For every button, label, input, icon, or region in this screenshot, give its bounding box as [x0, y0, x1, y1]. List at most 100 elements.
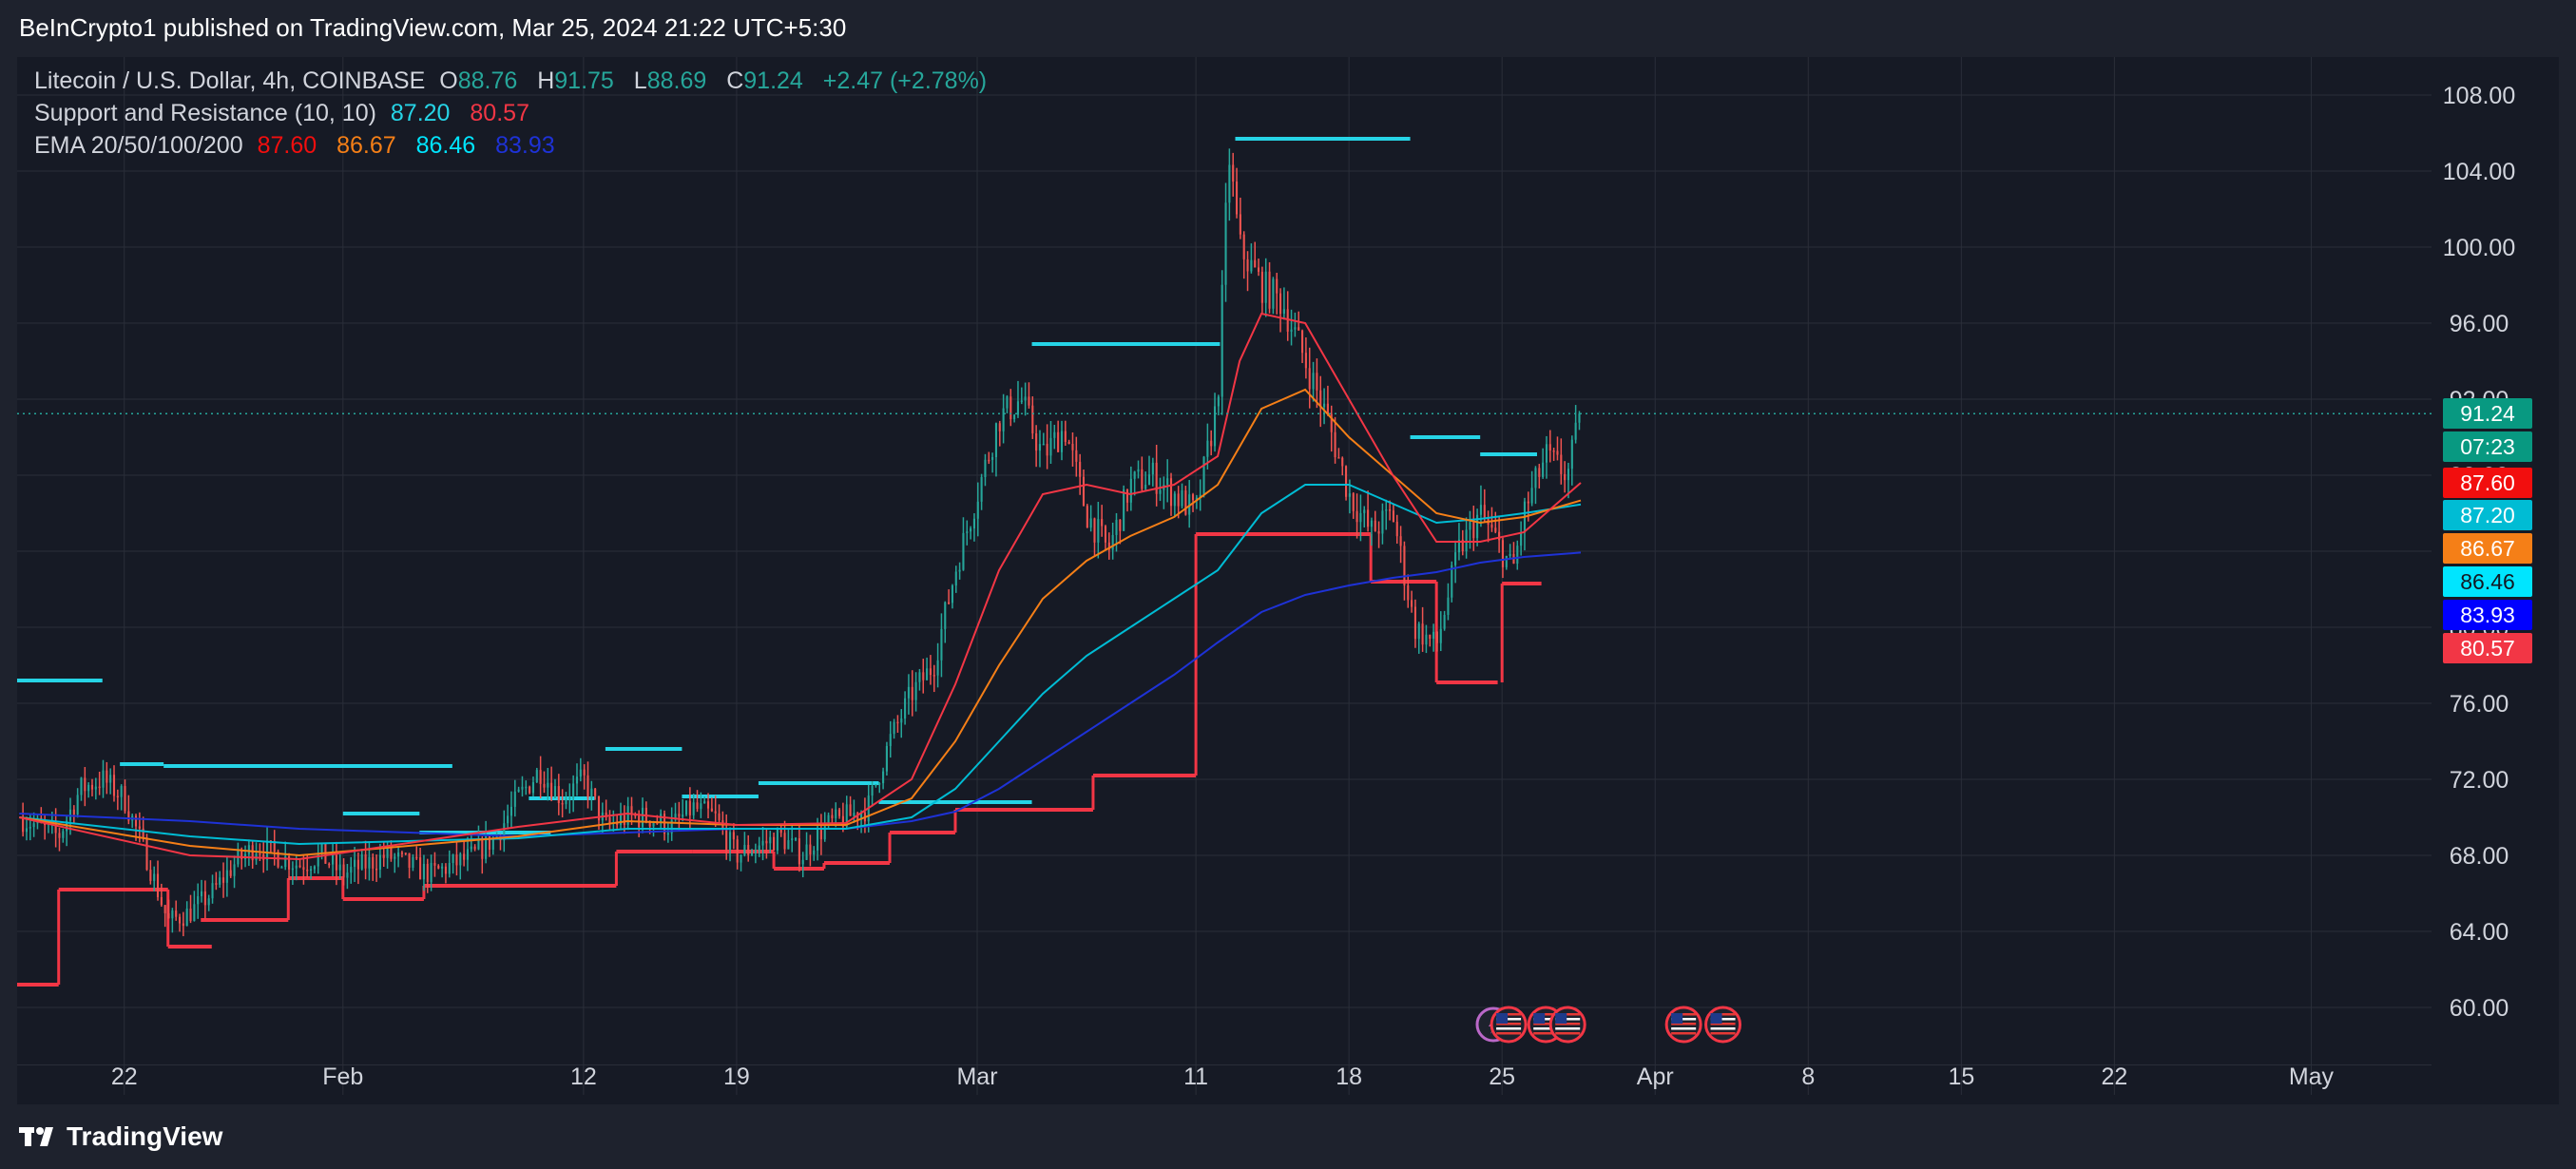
candle-body	[1454, 552, 1457, 565]
candle-body	[725, 828, 728, 850]
us-flag-icon[interactable]	[1704, 1006, 1742, 1044]
candle-body	[1381, 510, 1384, 534]
candle-body	[197, 896, 200, 905]
candle-body	[1049, 437, 1052, 456]
us-flag-icon[interactable]	[1664, 1006, 1702, 1044]
tradingview-logo-icon	[19, 1127, 53, 1146]
candle-body	[1334, 431, 1336, 458]
change-value: +2.47 (+2.78%)	[822, 67, 988, 94]
candle-body	[1151, 462, 1154, 475]
candle-body	[586, 775, 589, 798]
candle-body	[149, 870, 152, 881]
candle-body	[1457, 539, 1460, 553]
legend-sr-row[interactable]: Support and Resistance (10, 10) 87.20 80…	[34, 97, 1000, 129]
candle-body	[1421, 623, 1424, 645]
candle-body	[1520, 532, 1523, 546]
brand[interactable]: TradingView	[19, 1121, 222, 1152]
candle-body	[1301, 330, 1304, 354]
candle-body	[809, 844, 812, 855]
candle-body	[1013, 414, 1016, 420]
candle-body	[1312, 373, 1315, 390]
candle-body	[1169, 478, 1173, 507]
candle-body	[1272, 278, 1275, 309]
price-tag: 87.20	[2443, 500, 2532, 530]
x-tick-label: 22	[111, 1064, 138, 1090]
candle-body	[1089, 518, 1092, 528]
price-tag: 87.60	[2443, 468, 2532, 498]
candle-body	[284, 855, 287, 868]
candle-body	[1199, 494, 1201, 498]
candle-body	[1046, 443, 1048, 456]
candle-body	[1024, 396, 1027, 401]
candle-body	[663, 814, 666, 834]
candle-body	[72, 809, 75, 814]
candle-body	[605, 812, 607, 817]
candle-body	[1374, 520, 1376, 531]
candle-body	[783, 833, 786, 850]
candle-body	[835, 809, 837, 819]
candle-body	[112, 775, 116, 796]
candle-body	[1155, 462, 1158, 494]
candle-body	[127, 811, 130, 821]
candle-body	[233, 864, 236, 876]
candle-body	[521, 786, 524, 790]
candle-body	[306, 870, 309, 872]
candle-body	[703, 801, 706, 804]
candle-body	[470, 846, 472, 850]
candle-body	[972, 518, 976, 529]
candle-body	[1516, 546, 1519, 564]
candle-body	[378, 854, 381, 870]
legend-ema-row[interactable]: EMA 20/50/100/200 87.60 86.67 86.46 83.9…	[34, 129, 1000, 162]
candle-body	[507, 815, 509, 824]
candle-body	[594, 788, 597, 796]
x-tick-label: 18	[1336, 1064, 1362, 1090]
y-tick-label: 100.00	[2443, 235, 2515, 261]
candle-body	[463, 853, 466, 860]
candle-body	[1505, 555, 1508, 567]
sr-resistance-value: 87.20	[390, 100, 451, 126]
candle-body	[1326, 403, 1329, 414]
candle-body	[1101, 519, 1104, 527]
candle-body	[1530, 488, 1533, 504]
candle-body	[1276, 278, 1278, 294]
candle-body	[572, 783, 575, 798]
candle-body	[138, 826, 141, 829]
candle-body	[295, 865, 298, 869]
candle-body	[1123, 489, 1125, 531]
candle-body	[394, 856, 396, 859]
candle-body	[320, 843, 323, 853]
candle-body	[984, 459, 987, 478]
price-tag: 91.24	[2443, 398, 2532, 430]
candle-body	[1057, 431, 1060, 452]
candle-body	[813, 850, 816, 855]
candle-body	[219, 877, 221, 885]
candle-body	[795, 838, 798, 840]
candle-body	[630, 806, 633, 815]
us-flag-icon[interactable]	[1490, 1006, 1528, 1044]
candle-body	[543, 783, 546, 788]
candle-body	[575, 776, 579, 784]
candle-body	[167, 912, 170, 919]
candle-body	[1097, 519, 1100, 543]
ema200-value: 83.93	[495, 132, 555, 159]
candlestick-chart[interactable]: 60.0064.0068.0072.0076.0080.0084.0088.00…	[17, 57, 2559, 1104]
candle-body	[1079, 461, 1082, 477]
price-tag: 07:23	[2443, 431, 2532, 462]
us-flag-icon[interactable]	[1548, 1006, 1586, 1044]
candle-body	[954, 571, 957, 586]
candle-body	[1064, 431, 1067, 442]
candle-body	[1195, 497, 1198, 501]
candle-body	[875, 784, 877, 786]
x-tick-label: 15	[1948, 1064, 1974, 1090]
candle-body	[1564, 473, 1567, 481]
chart-area[interactable]: 60.0064.0068.0072.0076.0080.0084.0088.00…	[17, 57, 2559, 1104]
candle-body	[1316, 373, 1318, 391]
candle-body	[178, 916, 182, 924]
candle-body	[1107, 542, 1110, 550]
candle-body	[1082, 476, 1086, 507]
candle-body	[360, 854, 363, 870]
candle-body	[525, 786, 528, 789]
candle-body	[1060, 431, 1064, 452]
candle-body	[619, 814, 623, 825]
candle-body	[1144, 485, 1147, 489]
